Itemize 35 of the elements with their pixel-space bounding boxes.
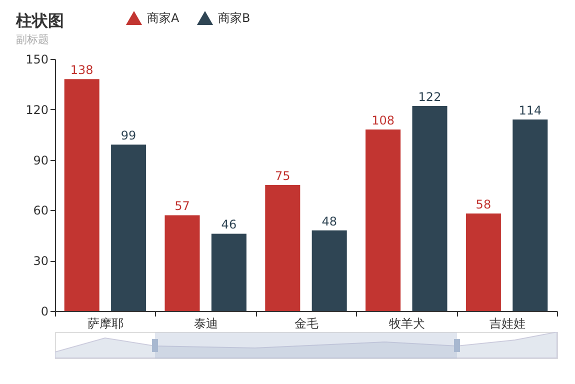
bar xyxy=(366,130,401,311)
x-tick-label: 吉娃娃 xyxy=(489,316,526,330)
data-label: 122 xyxy=(418,90,442,104)
legend-label: 商家A xyxy=(147,11,180,26)
bar xyxy=(111,144,146,311)
chart-title: 柱状图 xyxy=(16,11,64,32)
data-label: 114 xyxy=(518,103,542,118)
data-label: 46 xyxy=(221,218,237,232)
x-tick-label: 萨摩耶 xyxy=(88,316,124,330)
x-tick-label: 牧羊犬 xyxy=(388,316,425,330)
y-tick-label: 120 xyxy=(26,102,48,117)
y-tick-label: 30 xyxy=(33,254,48,268)
y-tick-label: 90 xyxy=(33,153,48,168)
y-tick-label: 60 xyxy=(33,204,48,218)
bar xyxy=(466,214,501,311)
data-label: 57 xyxy=(174,199,190,214)
chart-subtitle: 副标题 xyxy=(16,32,49,47)
data-label: 108 xyxy=(372,114,395,128)
bar xyxy=(64,79,100,311)
data-label: 48 xyxy=(322,214,337,228)
data-label: 99 xyxy=(120,128,136,143)
bar xyxy=(211,234,246,311)
bar xyxy=(412,106,448,311)
legend-label: 商家B xyxy=(218,11,250,26)
bar xyxy=(312,230,347,311)
x-tick-label: 金毛 xyxy=(294,316,318,330)
data-label: 138 xyxy=(70,63,94,78)
data-label: 75 xyxy=(275,169,290,183)
y-tick-label: 150 xyxy=(26,52,48,66)
x-tick-label: 泰迪 xyxy=(194,316,218,330)
bar xyxy=(164,215,200,311)
bar xyxy=(512,119,548,311)
bar xyxy=(265,185,300,311)
data-label: 58 xyxy=(476,198,492,212)
y-tick-label: 0 xyxy=(40,304,48,318)
